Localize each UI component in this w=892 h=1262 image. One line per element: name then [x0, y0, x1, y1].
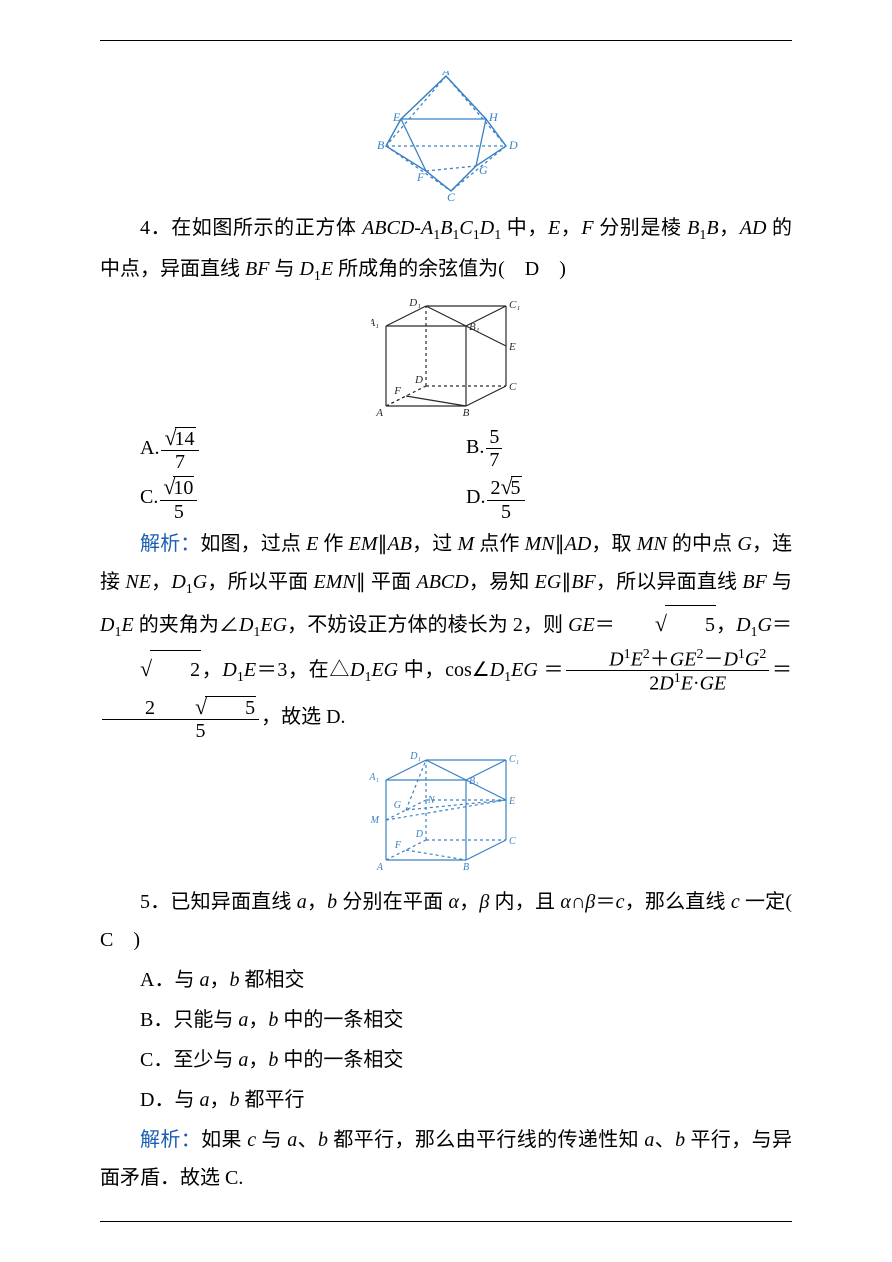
svg-text:D: D	[415, 829, 424, 840]
svg-text:G: G	[479, 163, 488, 177]
svg-text:B: B	[463, 862, 469, 873]
q4-stem: 4．在如图所示的正方体 ABCD-A1B1C1D1 中，E，F 分别是棱 B1B…	[100, 209, 792, 290]
page-content: A E H B D F G C 4．在如图所示的正方体 ABCD-A1B1C1D…	[70, 71, 822, 1197]
svg-text:A: A	[375, 407, 383, 418]
svg-text:E: E	[508, 341, 516, 353]
figure-cube-q4: A₁ D₁ C₁ B₁ A D C B E F	[100, 298, 792, 418]
svg-text:M: M	[370, 815, 380, 826]
svg-text:D: D	[508, 138, 518, 152]
svg-text:E: E	[508, 796, 515, 807]
figure-octahedron: A E H B D F G C	[100, 71, 792, 201]
svg-text:G: G	[394, 800, 401, 811]
q4-number: 4．	[140, 217, 171, 239]
q5-option-b: B．只能与 a，b 中的一条相交	[100, 1001, 792, 1039]
svg-text:C: C	[509, 836, 516, 847]
svg-text:A₁: A₁	[368, 772, 379, 783]
svg-text:F: F	[416, 170, 425, 184]
q4-option-c: C.√105	[140, 475, 466, 522]
q4-formula-fraction: D1E2＋GE2－D1G22D1E·GE	[566, 647, 769, 695]
q4-option-d: D.2√55	[466, 475, 792, 522]
svg-text:C₁: C₁	[509, 754, 519, 765]
svg-text:A₁: A₁	[371, 317, 379, 329]
svg-text:C: C	[447, 190, 456, 201]
svg-text:A: A	[441, 71, 450, 78]
svg-text:B: B	[377, 138, 385, 152]
q5-option-d: D．与 a，b 都平行	[100, 1081, 792, 1119]
figure-cube-q4-aux: A₁ D₁ C₁ B₁ A D C B E M N G F	[100, 750, 792, 875]
svg-text:A: A	[376, 862, 384, 873]
svg-text:C₁: C₁	[509, 299, 520, 311]
svg-text:D₁: D₁	[408, 298, 421, 309]
svg-text:N: N	[427, 795, 436, 806]
svg-text:C: C	[509, 381, 517, 393]
q5-option-c: C．至少与 a，b 中的一条相交	[100, 1041, 792, 1079]
svg-text:D: D	[414, 374, 423, 386]
top-rule	[100, 40, 792, 41]
svg-text:B₁: B₁	[469, 776, 479, 787]
svg-text:F: F	[394, 840, 402, 851]
q5-answer: C	[100, 929, 113, 951]
q4-explanation: 解析：如图，过点 E 作 EM∥AB，过 M 点作 MN∥AD，取 MN 的中点…	[100, 525, 792, 743]
svg-text:B: B	[463, 407, 470, 418]
explanation-label: 解析：	[140, 1129, 201, 1151]
svg-text:B₁: B₁	[469, 321, 480, 333]
svg-text:D₁: D₁	[409, 751, 421, 762]
explanation-label: 解析：	[140, 533, 200, 555]
q5-option-a: A．与 a，b 都相交	[100, 961, 792, 999]
q4-option-b: B.57	[466, 426, 792, 473]
svg-text:H: H	[488, 110, 499, 124]
q4-option-a: A.√147	[140, 426, 466, 473]
bottom-rule	[100, 1221, 792, 1222]
q5-explanation: 解析：如果 c 与 a、b 都平行，那么由平行线的传递性知 a、b 平行，与异面…	[100, 1121, 792, 1197]
q4-options-row2: C.√105 D.2√55	[100, 475, 792, 522]
q5-number: 5．	[140, 891, 170, 913]
svg-text:F: F	[393, 385, 401, 397]
svg-text:E: E	[392, 110, 401, 124]
q5-stem: 5．已知异面直线 a，b 分别在平面 α，β 内，且 α∩β＝c，那么直线 c …	[100, 883, 792, 959]
q4-options-row1: A.√147 B.57	[100, 426, 792, 473]
q4-answer: D	[525, 258, 539, 280]
